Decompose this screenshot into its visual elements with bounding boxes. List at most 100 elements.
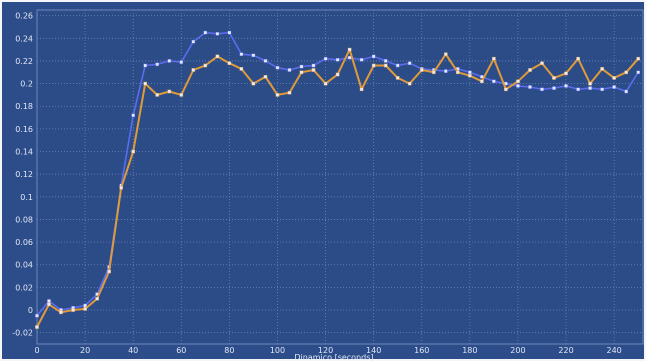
data-point	[335, 72, 340, 77]
data-point	[395, 76, 400, 80]
data-point	[119, 185, 123, 190]
x-tick-label: 100	[270, 346, 285, 355]
data-point	[311, 68, 316, 72]
data-point	[504, 87, 508, 92]
x-tick-label: 20	[80, 346, 90, 355]
data-point	[444, 69, 448, 73]
data-point	[588, 86, 592, 90]
data-point	[179, 93, 184, 97]
data-point	[215, 32, 220, 36]
data-point	[191, 39, 196, 44]
x-tick-label: 220	[558, 346, 573, 355]
data-point	[263, 59, 268, 63]
data-point	[468, 73, 472, 78]
y-tick-label: 0.12	[15, 170, 33, 179]
y-tick-label: -0.02	[12, 329, 33, 338]
data-point	[323, 81, 328, 86]
data-point	[540, 87, 544, 92]
x-tick-label: 160	[414, 346, 429, 355]
data-point	[83, 303, 87, 308]
x-tick-label: 60	[176, 346, 186, 355]
data-point	[47, 299, 51, 303]
x-tick-label: 80	[224, 346, 234, 355]
plot-area	[36, 9, 644, 345]
data-point	[516, 79, 520, 84]
data-point	[383, 63, 388, 68]
data-point	[59, 310, 63, 315]
data-point	[131, 149, 136, 154]
data-point	[203, 30, 208, 35]
data-point	[612, 85, 616, 89]
data-point	[191, 68, 196, 72]
data-point	[480, 79, 484, 84]
data-point	[371, 54, 376, 59]
data-point	[311, 63, 316, 68]
x-axis: 0 20 40 60 80 100 120 140 160 180 200 220 240	[34, 346, 621, 355]
data-point	[516, 84, 520, 88]
data-point	[395, 63, 400, 68]
data-point	[636, 70, 640, 75]
data-point	[239, 67, 244, 71]
data-point	[612, 76, 616, 80]
data-point	[95, 296, 99, 301]
x-tick-label: 200	[510, 346, 525, 355]
data-point	[227, 30, 232, 35]
y-tick-label: 0.1	[20, 193, 33, 202]
y-tick-label: 0.04	[15, 261, 33, 270]
data-point	[335, 58, 340, 62]
data-point	[299, 64, 304, 69]
data-point	[420, 68, 424, 72]
data-point	[227, 61, 232, 65]
data-point	[275, 93, 280, 97]
y-tick-label: 0.14	[15, 148, 33, 157]
data-point	[432, 70, 436, 75]
series-2	[35, 47, 640, 329]
data-point	[299, 70, 304, 75]
data-point	[624, 70, 628, 75]
data-point	[564, 84, 568, 88]
x-tick-label: 180	[462, 346, 477, 355]
data-point	[552, 76, 556, 80]
y-tick-label: 0.22	[15, 57, 33, 66]
data-point	[35, 325, 39, 329]
x-tick-label: 240	[607, 346, 622, 355]
data-point	[107, 269, 111, 274]
data-point	[323, 56, 328, 61]
data-point	[155, 93, 160, 97]
y-tick-label: 0	[28, 306, 33, 315]
data-point	[167, 59, 172, 63]
data-point	[456, 70, 460, 75]
data-point	[576, 87, 580, 92]
data-point	[47, 302, 51, 307]
data-point	[371, 63, 376, 68]
data-point	[131, 113, 136, 118]
y-tick-label: 0.18	[15, 102, 33, 111]
y-tick-label: 0.24	[15, 34, 33, 43]
data-point	[155, 62, 160, 67]
data-point	[263, 74, 268, 79]
data-point	[239, 52, 244, 56]
data-point	[636, 56, 640, 61]
data-point	[251, 53, 256, 58]
y-axis: -0.02 0 0.02 0.04 0.06 0.08 0.1 0.12 0.14 0.16 0.1…	[12, 12, 33, 338]
data-point	[407, 81, 412, 86]
y-tick-label: 0.06	[15, 238, 33, 247]
data-point	[564, 71, 568, 76]
data-point	[576, 56, 580, 61]
data-point	[624, 89, 628, 94]
y-tick-label: 0.2	[20, 80, 33, 89]
data-point	[383, 59, 388, 63]
data-point	[179, 60, 184, 64]
data-point	[492, 79, 496, 84]
y-tick-label: 0.26	[15, 12, 33, 21]
y-tick-label: 0.16	[15, 125, 33, 134]
data-point	[359, 87, 364, 92]
series-layer	[35, 30, 640, 329]
x-axis-title: Dinamico [seconds]	[294, 353, 373, 361]
data-point	[468, 70, 472, 75]
data-point	[143, 81, 148, 86]
data-point	[407, 61, 412, 65]
data-point	[600, 87, 604, 92]
